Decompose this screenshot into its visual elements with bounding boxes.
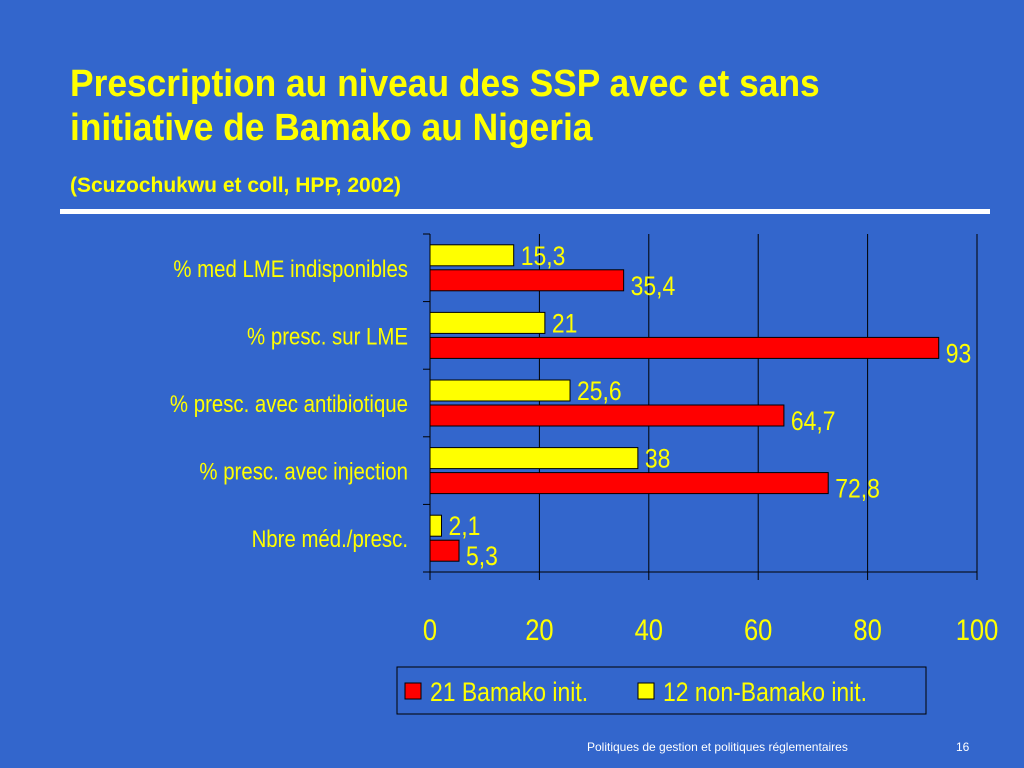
bar-bamako bbox=[429, 472, 829, 495]
legend-label-bamako: 21 Bamako init. bbox=[430, 677, 588, 707]
legend-label-non-bamako: 12 non-Bamako init. bbox=[663, 677, 867, 707]
title-divider bbox=[60, 209, 990, 214]
bar-bamako bbox=[429, 539, 460, 562]
x-tick-label: 100 bbox=[956, 613, 999, 646]
bar-bamako bbox=[429, 269, 625, 292]
x-tick-label: 80 bbox=[853, 613, 881, 646]
bar-non-bamako bbox=[429, 447, 639, 470]
legend-box bbox=[396, 666, 927, 715]
value-label-bamako: 93 bbox=[946, 339, 972, 369]
value-label-bamako: 64,7 bbox=[791, 406, 836, 436]
category-label: % presc. avec antibiotique bbox=[170, 390, 408, 417]
value-label-non-bamako: 15,3 bbox=[521, 241, 566, 271]
value-label-bamako: 5,3 bbox=[466, 541, 498, 571]
category-label: % presc. sur LME bbox=[247, 323, 408, 350]
value-label-non-bamako: 21 bbox=[552, 309, 578, 339]
bar-non-bamako bbox=[429, 514, 442, 537]
x-tick-label: 0 bbox=[423, 613, 437, 646]
category-label: % presc. avec injection bbox=[199, 458, 408, 485]
slide-title: Prescription au niveau des SSP avec et s… bbox=[70, 63, 820, 149]
x-tick-label: 60 bbox=[744, 613, 772, 646]
value-label-non-bamako: 25,6 bbox=[577, 376, 622, 406]
bar-non-bamako bbox=[429, 379, 571, 402]
legend-swatch-bamako bbox=[404, 682, 422, 700]
bar-non-bamako bbox=[429, 244, 515, 267]
value-label-non-bamako: 38 bbox=[645, 444, 671, 474]
category-label: % med LME indisponibles bbox=[173, 255, 408, 282]
bar-bamako bbox=[429, 336, 940, 359]
value-label-bamako: 72,8 bbox=[835, 474, 880, 504]
category-label: Nbre méd./presc. bbox=[252, 526, 408, 553]
value-label-non-bamako: 2,1 bbox=[448, 511, 480, 541]
slide-footer: Politiques de gestion et politiques régl… bbox=[587, 740, 848, 754]
slide-subtitle: (Scuzochukwu et coll, HPP, 2002) bbox=[70, 174, 402, 197]
legend-swatch-non-bamako bbox=[637, 682, 655, 700]
value-label-bamako: 35,4 bbox=[631, 271, 676, 301]
bar-non-bamako bbox=[429, 311, 546, 334]
x-tick-label: 40 bbox=[635, 613, 663, 646]
page-number: 16 bbox=[956, 740, 970, 754]
x-tick-label: 20 bbox=[525, 613, 553, 646]
bar-bamako bbox=[429, 404, 785, 427]
